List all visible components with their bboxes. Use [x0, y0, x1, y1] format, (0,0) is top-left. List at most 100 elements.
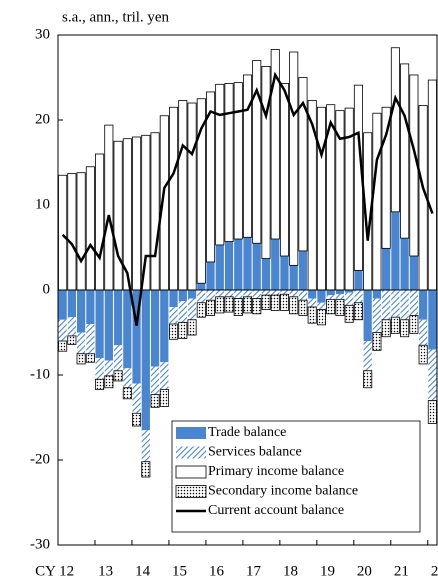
- bar: [95, 290, 104, 358]
- bar: [381, 106, 391, 249]
- legend: Trade balance Services balance Primary inc…: [171, 420, 421, 533]
- bar: [289, 290, 298, 297]
- bar: [252, 243, 261, 290]
- bar: [206, 290, 215, 301]
- bar: [419, 319, 428, 346]
- bar: [178, 290, 187, 302]
- bar: [428, 290, 437, 350]
- bar: [58, 340, 68, 352]
- bar: [169, 106, 179, 291]
- bar: [381, 319, 391, 338]
- bar: [363, 370, 373, 389]
- x-tick-label: 19: [320, 563, 335, 579]
- bar: [104, 290, 113, 361]
- bar: [400, 63, 410, 239]
- bar: [233, 298, 243, 316]
- bar: [298, 77, 308, 252]
- bar: [344, 304, 354, 323]
- bar: [418, 344, 428, 365]
- legend-label: Secondary income balance: [208, 484, 358, 499]
- bar: [150, 394, 160, 408]
- bar: [326, 295, 335, 300]
- bar: [76, 172, 86, 291]
- bar: [206, 91, 216, 263]
- bar: [289, 51, 299, 266]
- bar: [419, 290, 428, 320]
- bar: [58, 319, 67, 341]
- legend-box: [171, 420, 421, 533]
- bar: [86, 324, 95, 354]
- bar: [279, 83, 289, 257]
- bar: [187, 102, 197, 291]
- bar: [58, 174, 68, 291]
- bar: [113, 345, 123, 371]
- bar: [317, 302, 326, 310]
- bar: [95, 378, 105, 390]
- y-tick-label: -10: [30, 366, 50, 382]
- bar: [298, 299, 308, 316]
- frame: [57, 34, 438, 546]
- bar: [187, 290, 197, 299]
- bar: [335, 298, 345, 316]
- bar: [279, 293, 289, 311]
- bar: [298, 290, 308, 301]
- bar: [372, 112, 382, 291]
- bar: [58, 290, 67, 320]
- bar: [113, 370, 123, 382]
- bar: [252, 290, 261, 299]
- bar: [206, 261, 215, 290]
- y-tick-label: -20: [30, 451, 50, 467]
- bar: [243, 237, 252, 290]
- line: [61, 71, 434, 326]
- bar: [316, 106, 326, 291]
- y-tick-label: 20: [35, 111, 50, 127]
- bar: [390, 316, 400, 334]
- bar: [123, 368, 132, 388]
- bar: [400, 319, 410, 338]
- bar: [104, 124, 114, 291]
- bar: [215, 296, 225, 314]
- bar: [122, 387, 132, 400]
- bar: [409, 315, 419, 334]
- bar: [427, 79, 437, 291]
- bar: [400, 238, 409, 290]
- bar: [141, 461, 151, 478]
- y-tick-label: 0: [43, 281, 51, 297]
- bar: [427, 400, 437, 424]
- bar: [409, 256, 419, 290]
- bar: [243, 290, 252, 297]
- bar: [400, 290, 409, 320]
- legend-label: Trade balance: [208, 425, 286, 440]
- bar: [326, 290, 335, 296]
- bar: [307, 306, 317, 324]
- bar: [141, 134, 151, 291]
- bar: [67, 317, 76, 336]
- bar: [196, 302, 206, 318]
- bar: [141, 430, 150, 462]
- bar: [132, 383, 141, 414]
- bar: [86, 290, 95, 324]
- bar: [196, 98, 206, 284]
- bar: [215, 244, 224, 290]
- bar: [289, 265, 298, 290]
- bar: [67, 290, 76, 318]
- bar: [67, 335, 77, 345]
- bar: [123, 290, 132, 369]
- legend-swatch: [176, 446, 206, 459]
- bar: [261, 290, 271, 296]
- bar: [270, 294, 280, 311]
- legend-swatch: [175, 465, 207, 479]
- bar: [409, 290, 419, 316]
- x-tick-label: 13: [98, 563, 113, 579]
- bar: [224, 296, 234, 313]
- y-tick-label: 10: [35, 196, 50, 212]
- bar: [308, 290, 317, 299]
- bar: [345, 290, 354, 293]
- x-tick-label: 17: [246, 563, 262, 579]
- bar: [261, 66, 271, 259]
- bar: [391, 211, 400, 290]
- bar: [363, 341, 372, 371]
- bar: [76, 353, 86, 365]
- bar: [169, 307, 178, 324]
